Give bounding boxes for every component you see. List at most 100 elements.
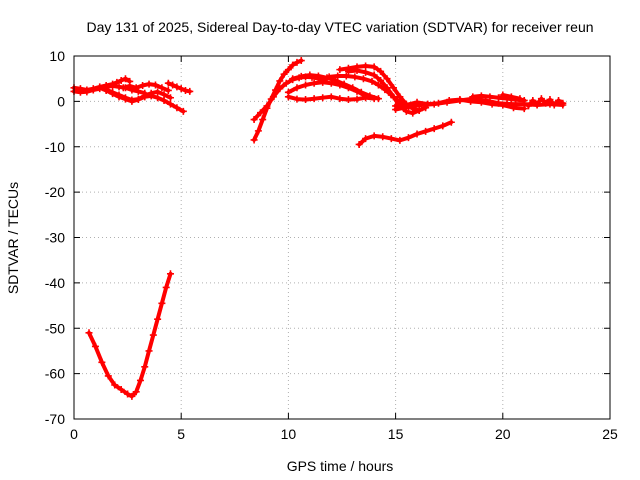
data-point — [542, 99, 550, 107]
data-point — [392, 106, 400, 114]
x-tick-label: 15 — [388, 426, 404, 442]
data-point — [160, 96, 168, 104]
series-arc-12 — [289, 71, 382, 103]
data-point — [317, 75, 325, 83]
data-point — [537, 95, 545, 103]
data-point — [164, 86, 172, 94]
data-point — [186, 87, 194, 95]
data-point — [507, 93, 515, 101]
data-point — [254, 127, 262, 135]
data-point — [525, 102, 533, 110]
data-point — [351, 73, 359, 81]
data-point — [359, 75, 367, 83]
data-point — [357, 88, 365, 96]
data-point — [389, 84, 397, 92]
data-point — [387, 135, 395, 143]
data-point — [404, 103, 412, 111]
data-point — [417, 101, 425, 109]
data-point — [181, 86, 189, 94]
data-point — [486, 93, 494, 101]
data-point — [336, 95, 344, 103]
axis-ticks: 0 5 10 15 20 25 -70 -60 -50 -40 -30 -20 -10 0 10 — [45, 48, 618, 442]
series-line — [87, 271, 173, 399]
series-arc-5 — [119, 80, 172, 94]
data-point — [499, 91, 507, 99]
y-tick-label: 10 — [49, 48, 65, 64]
data-point — [115, 83, 123, 91]
data-point — [98, 358, 106, 366]
series-arc-21 — [525, 95, 567, 110]
data-point — [158, 84, 166, 92]
data-point — [293, 58, 301, 66]
data-point — [355, 140, 363, 148]
data-point — [109, 82, 117, 90]
data-point — [160, 91, 168, 99]
y-tick-label: -40 — [45, 275, 65, 291]
data-point — [282, 79, 290, 87]
data-point — [164, 79, 172, 87]
data-point — [383, 84, 391, 92]
data-point — [559, 99, 567, 107]
data-point — [383, 75, 391, 83]
data-point — [366, 92, 374, 100]
data-point — [139, 81, 147, 89]
data-point — [396, 93, 404, 101]
data-point — [149, 331, 157, 339]
y-tick-label: 0 — [57, 93, 65, 109]
data-point — [374, 95, 382, 103]
x-tick-label: 25 — [602, 426, 618, 442]
data-point — [284, 93, 292, 101]
data-point — [173, 104, 181, 112]
x-axis-label: GPS time / hours — [287, 458, 394, 474]
data-point — [340, 80, 348, 88]
data-point — [344, 96, 352, 104]
data-point — [257, 109, 265, 117]
data-point — [353, 95, 361, 103]
data-point — [297, 57, 305, 65]
data-point — [327, 93, 335, 101]
data-point — [145, 347, 153, 355]
data-point — [85, 329, 93, 337]
data-point — [370, 132, 378, 140]
series-arc-11 — [284, 93, 378, 104]
data-point — [104, 372, 112, 380]
series-line — [357, 120, 454, 147]
y-tick-label: -30 — [45, 230, 65, 246]
data-point — [117, 386, 125, 394]
x-tick-label: 0 — [70, 426, 78, 442]
data-point — [269, 93, 277, 101]
grid-lines — [74, 56, 610, 419]
y-axis-label: SDTVAR / TECUs — [5, 182, 21, 294]
data-point — [302, 81, 310, 89]
data-point — [117, 77, 125, 85]
data-point — [284, 66, 292, 74]
data-point — [377, 67, 385, 75]
data-point — [362, 135, 370, 143]
data-point — [111, 381, 119, 389]
data-point — [289, 61, 297, 69]
data-point — [154, 88, 162, 96]
data-point — [145, 80, 153, 88]
data-point — [76, 88, 84, 96]
data-point — [439, 122, 447, 130]
data-point — [477, 92, 485, 100]
y-tick-label: -60 — [45, 366, 65, 382]
data-point — [96, 84, 104, 92]
data-point — [154, 315, 162, 323]
series-arc-20 — [499, 91, 524, 103]
data-point — [293, 95, 301, 103]
series-arc-7 — [85, 270, 174, 400]
data-point — [415, 106, 423, 114]
data-point — [276, 77, 284, 85]
data-point — [132, 84, 140, 92]
x-tick-label: 5 — [177, 426, 185, 442]
data-point — [121, 75, 129, 83]
data-point — [276, 85, 284, 93]
data-point — [179, 107, 187, 115]
series-arc-6 — [164, 79, 194, 95]
data-point — [377, 77, 385, 85]
data-point — [119, 84, 127, 92]
data-point — [349, 84, 357, 92]
data-point — [147, 89, 155, 97]
data-point — [173, 83, 181, 91]
